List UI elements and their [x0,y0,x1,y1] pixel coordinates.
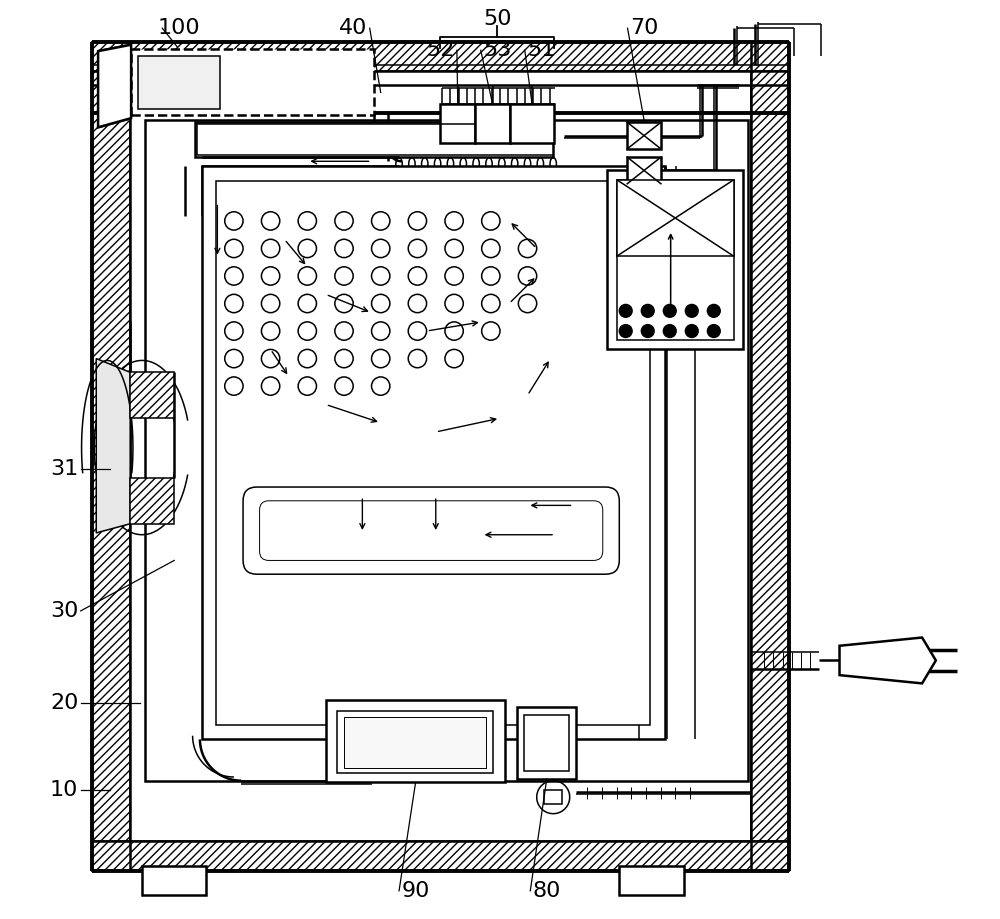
Circle shape [685,304,698,317]
Bar [619,866,684,895]
Bar [92,42,130,870]
Bar [440,105,475,143]
Bar [524,715,569,771]
Bar [544,789,562,803]
Bar [617,179,734,340]
Circle shape [619,324,632,337]
Circle shape [707,304,720,317]
Bar [138,56,220,109]
Text: 31: 31 [50,459,78,479]
Text: 10: 10 [50,780,78,800]
Circle shape [641,324,654,337]
Bar [475,105,510,143]
Bar [627,122,661,150]
Text: 51: 51 [527,40,555,61]
Bar [202,165,665,740]
Bar [627,156,661,184]
Bar [197,124,553,155]
Bar [751,42,789,870]
Circle shape [663,304,676,317]
Circle shape [663,324,676,337]
Bar [195,122,553,156]
Bar [607,170,743,349]
Bar [145,120,748,780]
Bar [216,180,650,725]
Text: 70: 70 [630,18,658,39]
Text: 52: 52 [426,40,455,61]
Text: 30: 30 [50,601,78,621]
Text: 100: 100 [158,18,200,39]
Circle shape [685,324,698,337]
Bar [130,478,174,524]
Bar [510,105,554,143]
Bar [344,718,486,767]
Bar [92,42,789,72]
Polygon shape [96,358,130,533]
Bar [131,50,374,116]
Bar [337,711,493,773]
Bar [617,179,734,256]
Bar [517,708,576,778]
FancyBboxPatch shape [243,487,619,574]
FancyBboxPatch shape [260,501,603,561]
Circle shape [641,304,654,317]
Bar [130,372,174,418]
Text: 50: 50 [483,9,511,29]
Bar [142,866,206,895]
Text: 20: 20 [50,693,78,712]
Text: 80: 80 [533,880,561,901]
Text: 53: 53 [483,40,511,61]
Bar [326,700,505,782]
Text: 40: 40 [339,18,367,39]
Circle shape [619,304,632,317]
Circle shape [707,324,720,337]
Text: 90: 90 [401,880,430,901]
Polygon shape [98,45,131,128]
Bar [92,841,789,870]
Polygon shape [840,638,936,684]
